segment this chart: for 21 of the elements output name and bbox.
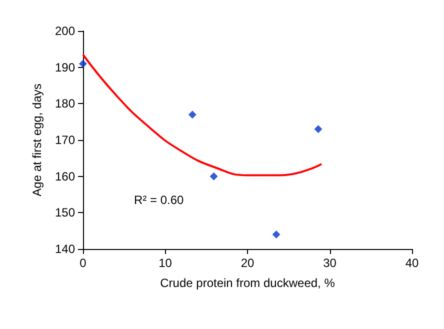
point (314, 125, 322, 134)
point (188, 110, 196, 119)
point (272, 230, 280, 238)
y-tick-label: 150 (54, 206, 76, 220)
x-tick-label: 40 (405, 256, 419, 270)
y-tick-label: 180 (54, 96, 76, 111)
y-tick-label: 140 (54, 242, 76, 256)
x-tick-label: 0 (80, 256, 87, 270)
line-series (82, 54, 323, 176)
point (210, 172, 218, 180)
x-axis-title: Crude protein from duckweed, % (160, 276, 336, 290)
point (79, 60, 87, 68)
x-tick-label: 10 (158, 256, 172, 270)
y-tick-label: 160 (54, 169, 76, 184)
y-axis-title: Age at first egg, days (30, 84, 44, 196)
x-tick-label: 20 (240, 256, 254, 270)
annotation: R² = 0.60 (134, 193, 184, 207)
y-tick-label: 190 (54, 60, 76, 74)
y-tick-label: 200 (54, 24, 76, 38)
y-tick-label: 170 (54, 133, 76, 147)
x-tick-label: 30 (323, 256, 337, 270)
